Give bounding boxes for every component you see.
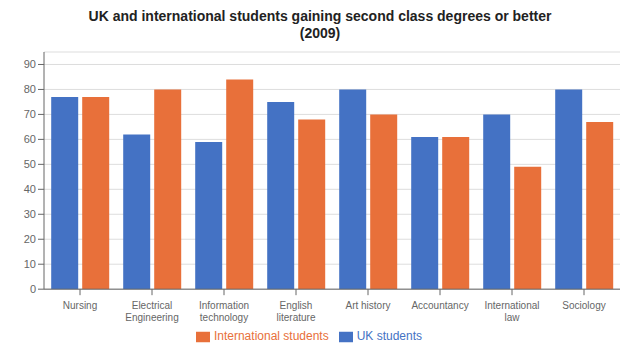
- svg-text:Informationtechnology: Informationtechnology: [199, 300, 249, 323]
- svg-text:ElectricalEngineering: ElectricalEngineering: [125, 300, 178, 323]
- svg-text:30: 30: [24, 208, 36, 220]
- svg-text:Nursing: Nursing: [63, 300, 97, 311]
- html-text:International students: International students: [213, 329, 329, 344]
- svg-text:Internationallaw: Internationallaw: [484, 300, 539, 323]
- svg-text:0: 0: [30, 283, 36, 295]
- svg-text:80: 80: [24, 83, 36, 95]
- svg-text:40: 40: [24, 183, 36, 195]
- svg-text:50: 50: [24, 158, 36, 170]
- html-text:UK students: UK students: [356, 329, 423, 344]
- svg-text:10: 10: [24, 258, 36, 270]
- svg-text:Sociology: Sociology: [562, 300, 605, 311]
- svg-text:20: 20: [24, 233, 36, 245]
- html-text:UK and international students: UK and international students gaining se…: [88, 8, 552, 41]
- svg-text:60: 60: [24, 133, 36, 145]
- svg-text:70: 70: [24, 108, 36, 120]
- svg-text:90: 90: [24, 58, 36, 70]
- svg-text:Accountancy: Accountancy: [411, 300, 468, 311]
- svg-text:Art history: Art history: [345, 300, 390, 311]
- svg-text:Englishliterature: Englishliterature: [277, 300, 316, 323]
